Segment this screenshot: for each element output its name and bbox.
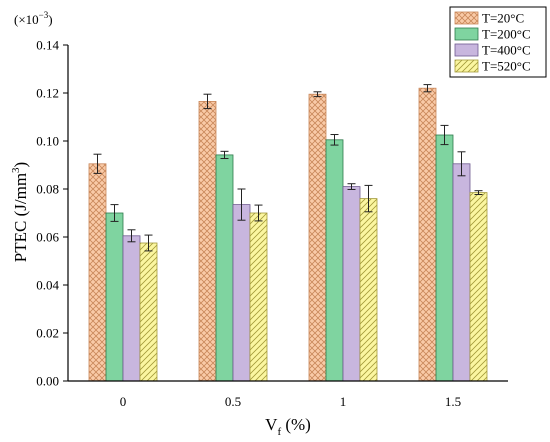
scale-note: (×10−3) bbox=[14, 10, 53, 27]
bar bbox=[232, 204, 251, 382]
y-tick-label: 0.08 bbox=[36, 182, 59, 197]
error-bar bbox=[457, 151, 466, 177]
legend-label: T=400°C bbox=[482, 43, 531, 58]
error-bar bbox=[144, 234, 153, 252]
x-axis-label: Vf (%) bbox=[265, 415, 311, 438]
legend-label: T=200°C bbox=[482, 27, 531, 42]
legend: T=20°CT=200°CT=400°CT=520°C bbox=[449, 6, 547, 78]
bar bbox=[325, 139, 344, 382]
error-bar bbox=[237, 188, 246, 221]
error-bar bbox=[110, 204, 119, 222]
bar-pattern bbox=[89, 163, 106, 381]
legend-swatch bbox=[454, 43, 479, 57]
bars bbox=[88, 87, 488, 382]
y-axis-ticks: 0.00 0.02 0.04 0.06 0.08 0.10 0.12 0.14 bbox=[36, 38, 68, 389]
bar-pattern bbox=[140, 243, 157, 381]
error-bar bbox=[313, 91, 322, 98]
error-bar bbox=[220, 150, 229, 160]
bar bbox=[342, 186, 361, 382]
y-tick-label: 0.14 bbox=[36, 38, 59, 53]
bar-pattern bbox=[419, 88, 436, 381]
bar-pattern bbox=[470, 192, 487, 381]
y-axis-label: PTEC (J/mm3) bbox=[10, 162, 30, 262]
x-tick-label: 0.5 bbox=[225, 394, 241, 409]
y-tick-label: 0.10 bbox=[36, 134, 59, 149]
legend-label: T=520°C bbox=[482, 59, 531, 74]
error-bars bbox=[93, 84, 483, 252]
legend-swatch-pattern bbox=[455, 60, 478, 72]
error-bar bbox=[364, 184, 373, 213]
bar bbox=[215, 154, 234, 382]
y-tick-label: 0.12 bbox=[36, 86, 59, 101]
error-bar bbox=[93, 153, 102, 174]
legend-swatch-pattern bbox=[455, 12, 478, 24]
error-bar bbox=[330, 134, 339, 146]
error-bar bbox=[474, 190, 483, 196]
legend-label: T=20°C bbox=[482, 11, 524, 26]
x-axis-ticks: 0 0.5 1 1.5 bbox=[120, 394, 461, 409]
x-tick-label: 1 bbox=[340, 394, 347, 409]
bar-pattern bbox=[250, 213, 267, 381]
y-tick-label: 0.06 bbox=[36, 230, 59, 245]
error-bar bbox=[423, 84, 432, 93]
bar-pattern bbox=[309, 94, 326, 381]
bar bbox=[105, 212, 124, 382]
error-bar bbox=[347, 183, 356, 190]
error-bar bbox=[440, 124, 449, 146]
error-bar bbox=[203, 93, 212, 110]
legend-swatch bbox=[454, 27, 479, 41]
bar bbox=[122, 235, 141, 382]
x-tick-label: 0 bbox=[120, 394, 127, 409]
bar-pattern bbox=[360, 198, 377, 381]
bar bbox=[435, 134, 454, 382]
x-tick-label: 1.5 bbox=[445, 394, 461, 409]
bar bbox=[452, 163, 471, 382]
error-bar bbox=[254, 204, 263, 222]
bar-pattern bbox=[199, 101, 216, 382]
y-tick-label: 0.04 bbox=[36, 278, 59, 293]
y-tick-label: 0.02 bbox=[36, 326, 59, 341]
y-tick-label: 0.00 bbox=[36, 374, 59, 389]
error-bar bbox=[127, 229, 136, 243]
